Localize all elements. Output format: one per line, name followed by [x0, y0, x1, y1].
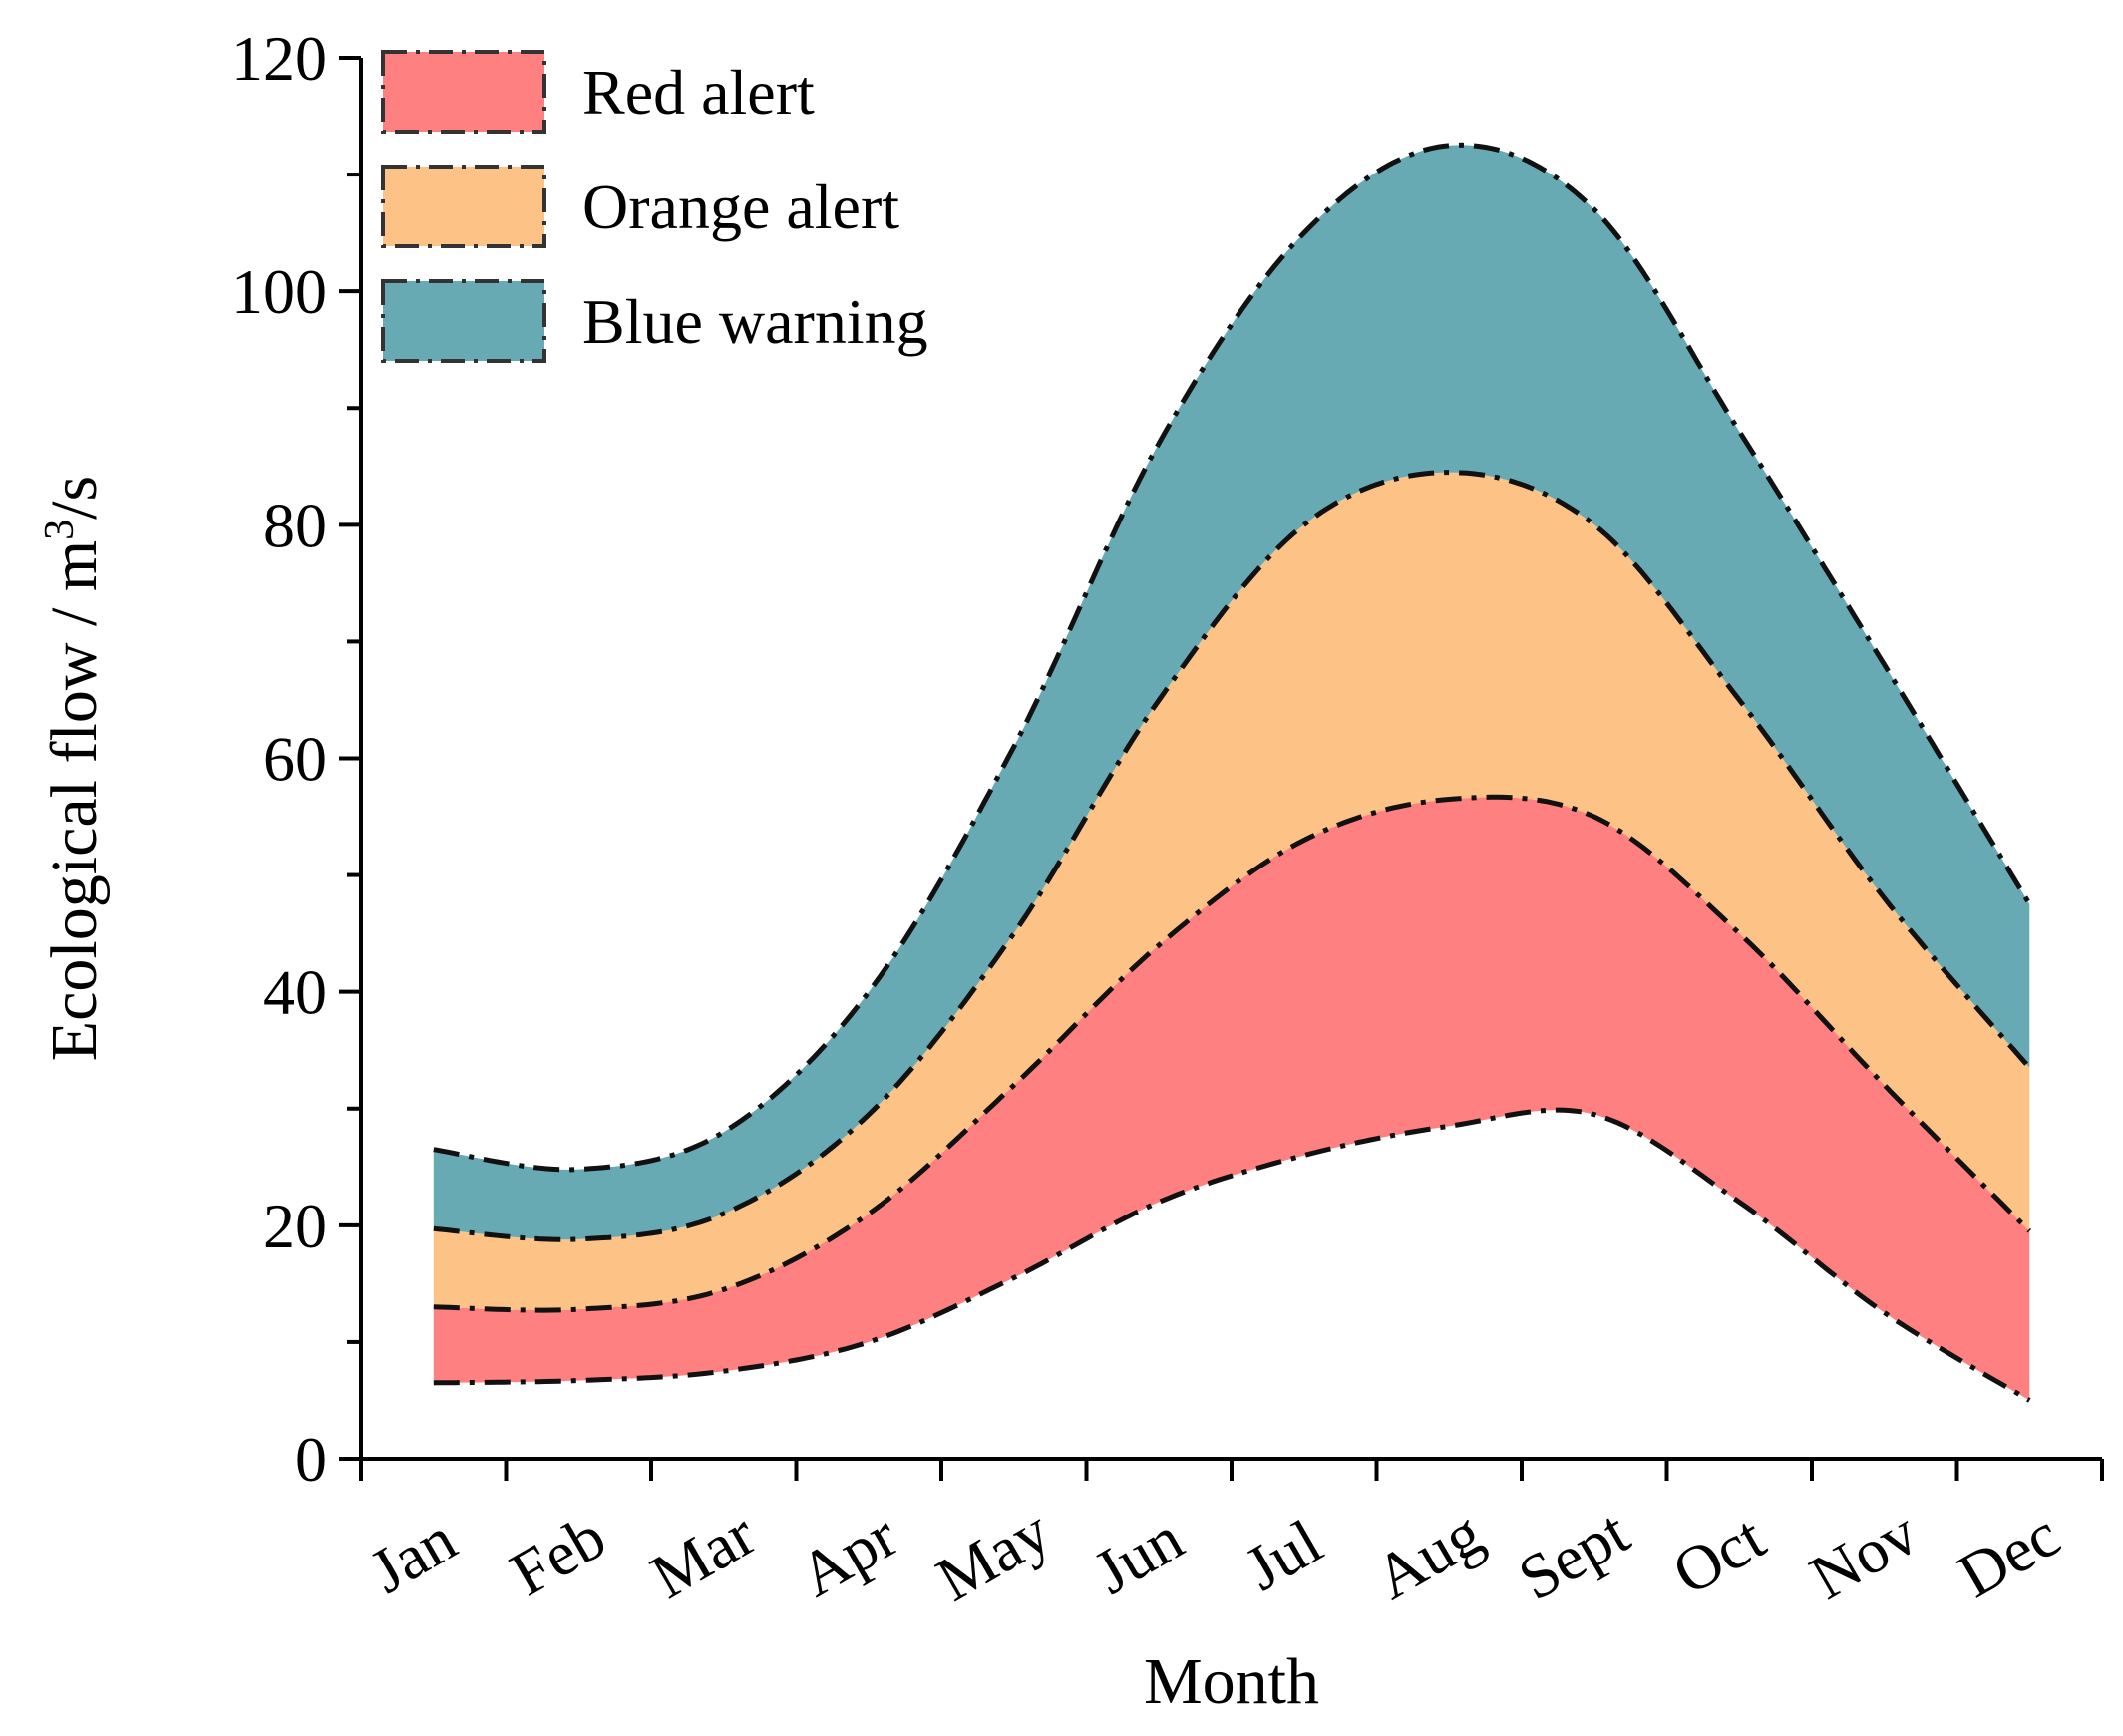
y-axis-title-suffix: /s: [38, 476, 111, 520]
legend-swatch-1: [381, 50, 546, 134]
legend-swatch-2: [381, 165, 546, 248]
area-bands: [433, 145, 2030, 1401]
x-tick-label: Jun: [1082, 1502, 1194, 1607]
legend: Red alert Orange alert Blue warning: [381, 50, 928, 363]
x-tick-label: Dec: [1946, 1499, 2071, 1611]
x-tick-label: Oct: [1661, 1501, 1777, 1608]
legend-label-2: Orange alert: [582, 172, 899, 242]
y-tick-label: 80: [263, 490, 327, 560]
boundary-line-blue-upper: [433, 142, 2032, 1173]
legend-label-3: Blue warning: [582, 286, 928, 357]
y-tick-label: 40: [263, 957, 327, 1028]
legend-swatch-3: [381, 279, 546, 363]
y-tick-label: 100: [231, 256, 327, 327]
area-band-2: [433, 472, 2030, 1311]
x-tick-label: Mar: [639, 1498, 767, 1612]
x-tick-label: Feb: [499, 1501, 617, 1609]
x-tick-label: Jan: [358, 1503, 467, 1606]
x-tick-label: Nov: [1799, 1497, 1930, 1613]
x-tick-label: May: [924, 1495, 1061, 1614]
legend-label-1: Red alert: [582, 57, 815, 128]
y-axis-title-superscript: 3: [37, 520, 83, 540]
y-tick-label: 20: [263, 1191, 327, 1261]
x-tick-label: Jul: [1234, 1506, 1333, 1604]
y-axis-title: Ecological flow / m3/s: [37, 476, 111, 1061]
x-tick-label: Apr: [788, 1500, 909, 1610]
x-axis-title: Month: [1144, 1645, 1319, 1718]
area-band-3: [433, 145, 2030, 1240]
boundary-line-lower: [433, 1107, 2031, 1403]
boundary-line-red-upper: [433, 794, 2032, 1313]
area-band-1: [433, 797, 2030, 1401]
boundary-line-orange-upper: [433, 470, 2032, 1242]
x-tick-label: Aug: [1363, 1497, 1494, 1613]
boundary-lines: [433, 142, 2032, 1403]
y-axis-title-main: Ecological flow / m: [38, 540, 111, 1061]
x-tick-label: Sept: [1507, 1496, 1640, 1613]
y-tick-label: 60: [263, 724, 327, 795]
y-tick-label: 0: [295, 1424, 327, 1495]
y-tick-label: 120: [231, 23, 327, 94]
